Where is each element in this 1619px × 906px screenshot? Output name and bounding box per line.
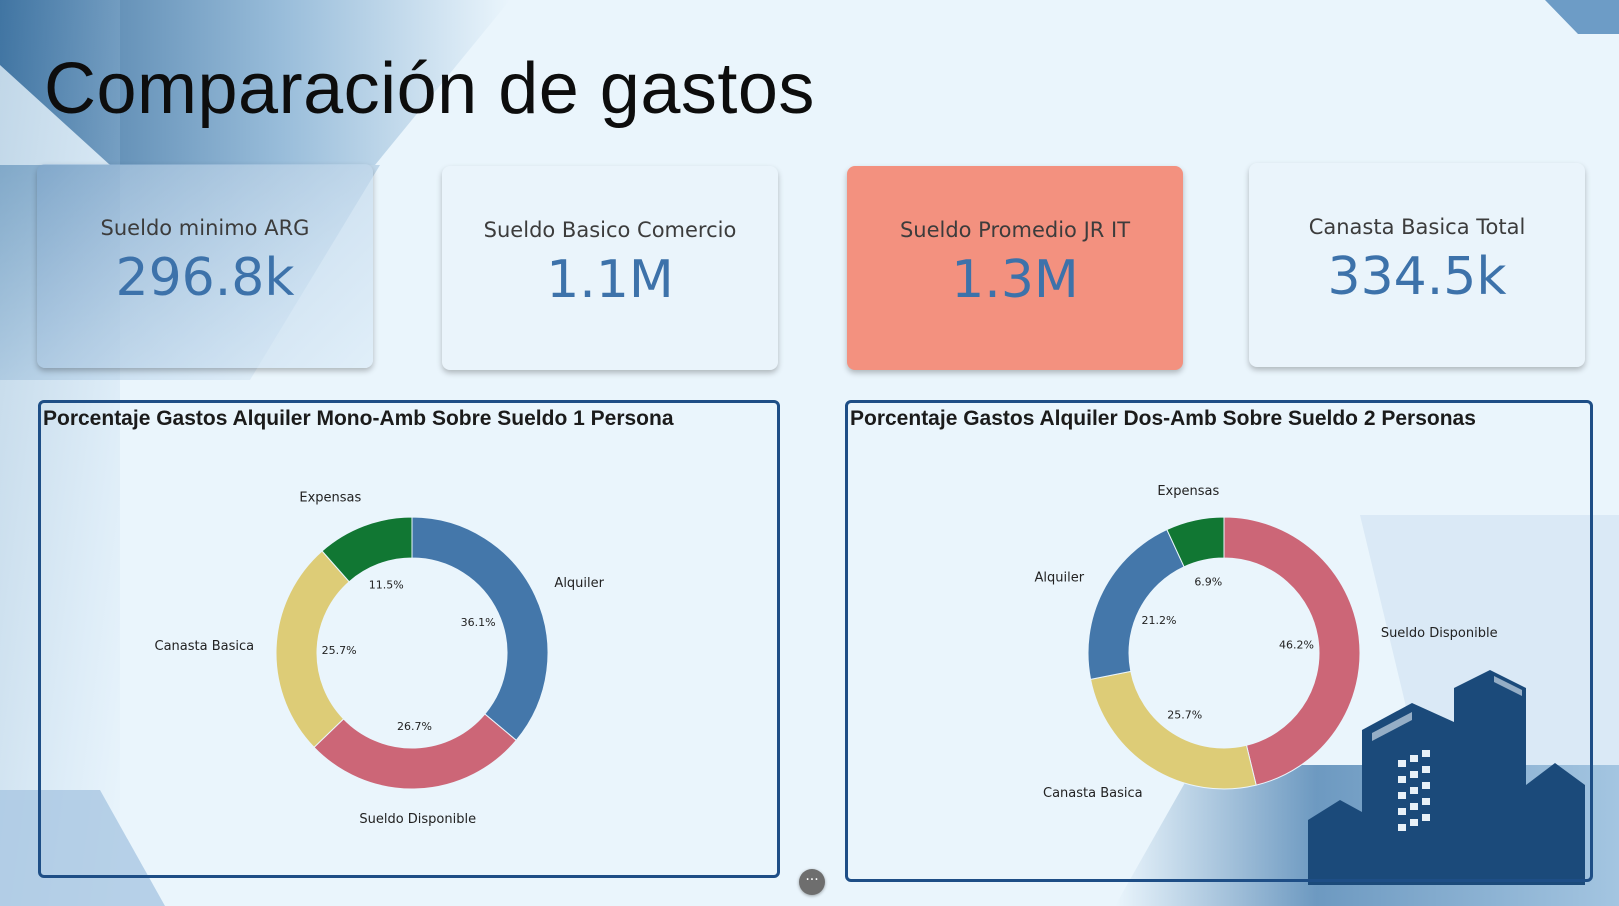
donut-slice-alquiler[interactable] xyxy=(1087,528,1185,680)
kpi-label: Sueldo Basico Comercio xyxy=(483,218,737,242)
donut-slice-sueldo-disponible[interactable] xyxy=(1223,516,1361,786)
slice-percent-label: 25.7% xyxy=(1167,709,1202,722)
slice-category-label: Canasta Basica xyxy=(155,639,255,654)
kpi-card-sueldo-promedio-jr-it[interactable]: Sueldo Promedio JR IT 1.3M xyxy=(847,166,1183,370)
kpi-label: Canasta Basica Total xyxy=(1308,215,1526,239)
slice-category-label: Sueldo Disponible xyxy=(1381,626,1498,641)
kpi-label: Sueldo Promedio JR IT xyxy=(899,218,1131,242)
more-options-icon: ··· xyxy=(805,872,819,888)
chart-title: Porcentaje Gastos Alquiler Mono-Amb Sobr… xyxy=(43,407,674,430)
slice-category-label: Alquiler xyxy=(1035,571,1085,586)
kpi-value: 334.5k xyxy=(1327,247,1507,307)
donut-slice-canasta-basica[interactable] xyxy=(1089,670,1257,790)
chart-panel-mono-amb[interactable]: Porcentaje Gastos Alquiler Mono-Amb Sobr… xyxy=(38,400,780,878)
chart-title: Porcentaje Gastos Alquiler Dos-Amb Sobre… xyxy=(850,407,1476,430)
slice-category-label: Expensas xyxy=(299,491,361,506)
slice-percent-label: 25.7% xyxy=(322,644,357,657)
kpi-card-sueldo-minimo[interactable]: Sueldo minimo ARG 296.8k xyxy=(37,164,373,368)
more-options-button[interactable]: ··· xyxy=(799,869,825,895)
city-buildings-icon xyxy=(1308,670,1585,885)
slice-category-label: Canasta Basica xyxy=(1043,786,1143,801)
kpi-value: 1.3M xyxy=(951,250,1079,310)
kpi-value: 1.1M xyxy=(546,250,674,310)
kpi-card-sueldo-basico-comercio[interactable]: Sueldo Basico Comercio 1.1M xyxy=(442,166,778,370)
chart-panel-dos-amb[interactable]: Porcentaje Gastos Alquiler Dos-Amb Sobre… xyxy=(845,400,1593,882)
donut-slice-expensas[interactable] xyxy=(1166,516,1225,568)
donut-slice-expensas[interactable] xyxy=(321,516,413,583)
page-title: Comparación de gastos xyxy=(44,49,815,129)
slice-category-label: Alquiler xyxy=(554,576,604,591)
kpi-card-canasta-basica-total[interactable]: Canasta Basica Total 334.5k xyxy=(1249,163,1585,367)
kpi-label: Sueldo minimo ARG xyxy=(100,216,310,240)
donut-slice-alquiler[interactable] xyxy=(411,516,549,742)
slice-percent-label: 11.5% xyxy=(369,579,404,592)
slice-percent-label: 26.7% xyxy=(397,720,432,733)
kpi-value: 296.8k xyxy=(115,248,295,308)
slice-category-label: Expensas xyxy=(1157,484,1219,499)
donut-chart-dos-amb: 46.2% Sueldo Disponible 25.7% Canasta Basic… xyxy=(1035,484,1498,801)
slice-percent-label: 36.1% xyxy=(461,616,496,629)
slice-percent-label: 21.2% xyxy=(1141,614,1176,627)
slice-category-label: Sueldo Disponible xyxy=(359,812,476,827)
donut-chart-mono-amb: 36.1% Alquiler 26.7% Sueldo Disponible 25.7%… xyxy=(155,491,605,827)
slice-percent-label: 46.2% xyxy=(1279,638,1314,651)
slice-percent-label: 6.9% xyxy=(1194,576,1222,589)
